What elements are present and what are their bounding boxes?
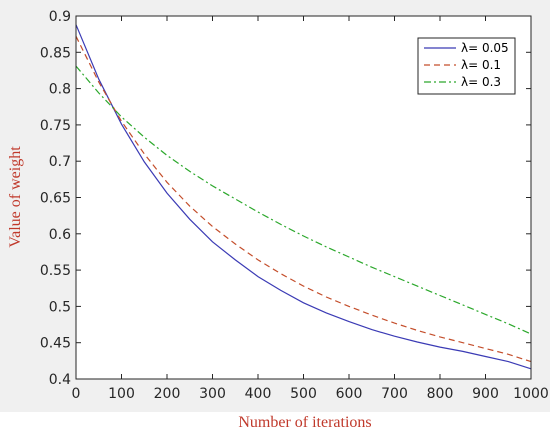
series-line-1 — [75, 24, 532, 370]
x-tick-label: 500 — [290, 386, 317, 402]
y-tick-label: 0.65 — [40, 191, 71, 207]
y-tick-label: 0.75 — [40, 118, 71, 134]
x-tick-label: 600 — [336, 386, 363, 402]
y-tick-label: 0.7 — [49, 154, 71, 170]
x-axis-label: Number of iterations — [238, 414, 372, 431]
legend-label-3: λ= 0.3 — [461, 75, 501, 89]
y-tick-label: 0.8 — [49, 82, 71, 98]
legend-box — [417, 37, 516, 95]
x-tick-label: 300 — [199, 386, 226, 402]
x-tick-label: 0 — [72, 386, 81, 402]
x-tick-label: 100 — [108, 386, 135, 402]
y-tick-label: 0.45 — [40, 336, 71, 352]
y-tick-label: 0.6 — [49, 227, 71, 243]
series-line-3 — [75, 65, 532, 335]
x-tick-label: 700 — [381, 386, 408, 402]
y-tick-label: 0.9 — [49, 9, 71, 25]
x-tick-label: 800 — [427, 386, 454, 402]
series-layer — [75, 24, 532, 370]
x-tick-label: 200 — [154, 386, 181, 402]
y-tick-label: 0.4 — [49, 372, 71, 388]
legend-label-2: λ= 0.1 — [461, 58, 501, 72]
y-tick-label: 0.55 — [40, 263, 71, 279]
legend: λ= 0.05 λ= 0.1 λ= 0.3 — [417, 37, 516, 95]
y-tick-label: 0.5 — [49, 299, 71, 315]
x-tick-label: 1000 — [513, 386, 549, 402]
series-line-2 — [75, 36, 532, 363]
x-tick-label: 400 — [245, 386, 272, 402]
legend-label-1: λ= 0.05 — [461, 41, 509, 55]
ticks-layer: 0 100 200 300 400 500 600 700 800 900 1000 0.4 0.45 0… — [40, 9, 549, 402]
x-tick-label: 900 — [472, 386, 499, 402]
y-axis-label: Value of weight — [7, 146, 24, 248]
y-tick-label: 0.85 — [40, 45, 71, 61]
